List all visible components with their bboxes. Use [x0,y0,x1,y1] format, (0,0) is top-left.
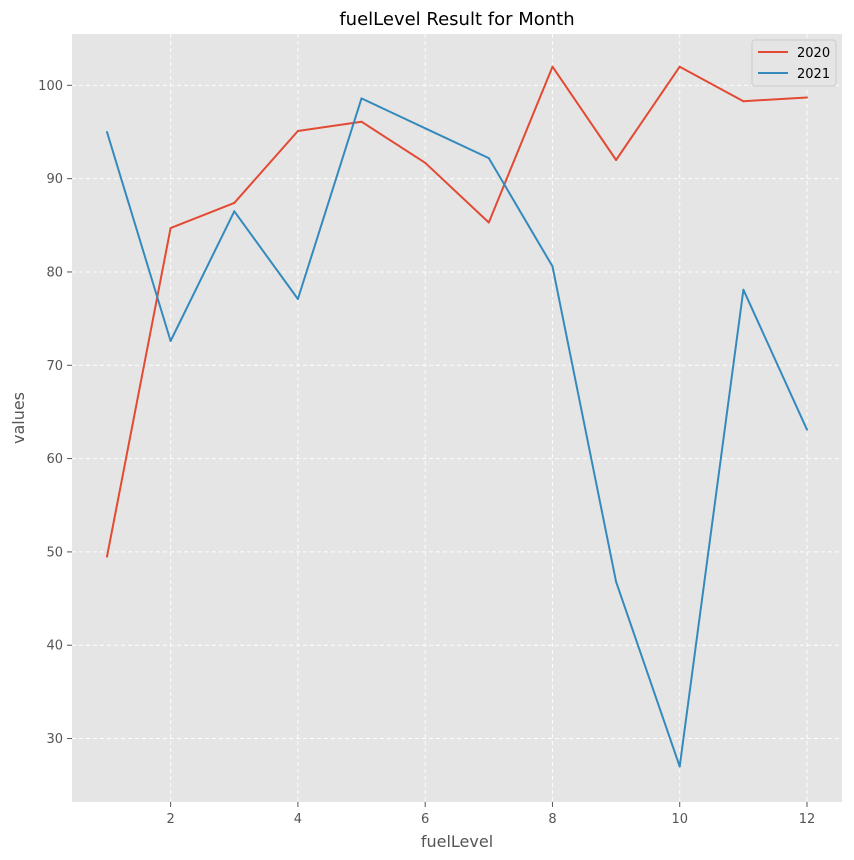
y-axis-ticks: 30 40 50 60 70 80 90 100 [38,79,72,747]
data-point-2021 [678,765,681,768]
data-point-2020 [169,227,172,230]
series-lines [106,65,808,768]
data-point-2021 [360,97,363,100]
y-tick-label: 30 [46,732,63,747]
data-point-2020 [551,65,554,68]
data-point-2021 [742,288,745,291]
data-point-2021 [551,265,554,268]
data-point-2020 [678,65,681,68]
data-point-2020 [296,130,299,133]
data-point-2021 [233,210,236,213]
data-point-2020 [615,158,618,161]
y-tick-label: 100 [38,79,63,94]
data-point-2021 [169,340,172,343]
data-point-2020 [806,96,808,99]
data-point-2020 [424,161,427,164]
data-point-2021 [106,130,108,133]
x-tick-label: 6 [421,812,429,827]
legend: 2020 2021 [751,39,837,87]
legend-label-2020: 2020 [797,46,830,61]
x-tick-label: 4 [294,812,302,827]
series-line-2020 [106,65,808,557]
x-tick-label: 10 [671,812,688,827]
data-point-2021 [615,580,618,583]
series-line-2021 [106,97,808,768]
legend-label-2021: 2021 [797,67,830,82]
y-tick-label: 50 [46,545,63,560]
y-tick-label: 60 [46,452,63,467]
y-tick-label: 70 [46,359,63,374]
y-tick-label: 80 [46,265,63,280]
data-point-2020 [487,221,490,224]
x-tick-label: 2 [166,812,174,827]
plot-area [72,34,842,802]
data-point-2021 [424,127,427,130]
data-point-2020 [233,201,236,204]
data-point-2021 [296,298,299,301]
x-axis-ticks: 2 4 6 8 10 12 [166,802,815,827]
chart-title: fuelLevel Result for Month [339,9,574,30]
data-point-2021 [487,157,490,160]
data-point-2021 [806,428,808,431]
data-point-2020 [106,555,108,558]
data-point-2020 [360,120,363,123]
x-axis-label: fuelLevel [421,832,493,851]
x-tick-label: 12 [799,812,816,827]
y-axis-label: values [9,392,28,444]
data-point-2020 [742,100,745,103]
y-tick-label: 40 [46,639,63,654]
y-tick-label: 90 [46,172,63,187]
x-tick-label: 8 [548,812,556,827]
